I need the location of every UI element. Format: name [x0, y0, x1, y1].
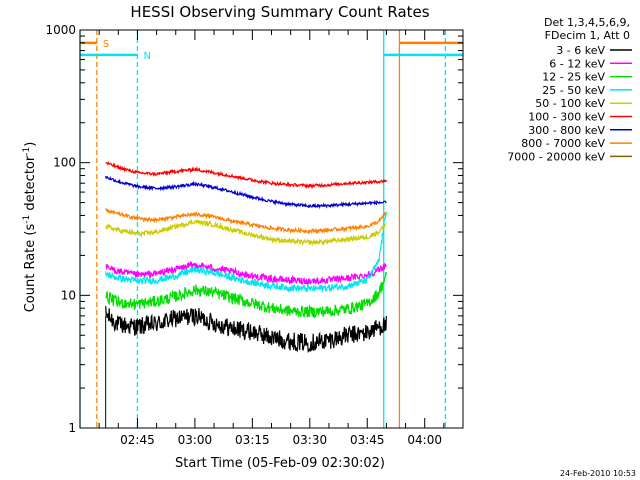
y-axis-label: Count Rate (s-1 detector-1)	[22, 142, 38, 313]
y-axis-label-main: Count Rate (s	[23, 224, 38, 313]
axes: 1 10 100 1000 02:45 03:00 03:15 03:30 03:45 04:00	[45, 23, 464, 447]
legend-label: 800 - 7000 keV	[521, 137, 605, 150]
x-tick-label: 03:45	[350, 433, 385, 447]
series-line	[105, 271, 387, 319]
footer-timestamp: 24-Feb-2010 10:53	[560, 469, 636, 478]
legend-title-line-1: Det 1,3,4,5,6,9,	[544, 16, 630, 29]
legend-label: 25 - 50 keV	[542, 84, 605, 97]
flag-label: N	[143, 51, 150, 62]
x-tick-label: 03:30	[293, 433, 328, 447]
y-axis-label-end: )	[23, 142, 38, 147]
series-line	[105, 211, 387, 294]
flag-bars: SN	[80, 39, 463, 62]
series-line	[105, 218, 387, 247]
legend-label: 12 - 25 keV	[542, 71, 605, 84]
y-tick-label: 100	[53, 156, 76, 170]
chart-title: HESSI Observing Summary Count Rates	[130, 3, 429, 21]
legend-label: 50 - 100 keV	[535, 97, 605, 110]
series-lines	[105, 160, 387, 354]
x-tick-label: 02:45	[120, 433, 155, 447]
series-line	[105, 306, 387, 354]
y-tick-label: 10	[61, 288, 76, 302]
legend-label: 6 - 12 keV	[549, 57, 605, 70]
y-tick-label: 1	[68, 421, 76, 435]
series-line	[105, 160, 387, 190]
flag-label: S	[103, 39, 109, 50]
y-axis-label-sup1: -1	[22, 215, 32, 224]
x-tick-label: 03:00	[178, 433, 213, 447]
legend-label: 100 - 300 keV	[528, 111, 605, 124]
series-line	[105, 208, 387, 235]
legend-label: 3 - 6 keV	[556, 44, 605, 57]
series-line	[105, 175, 387, 210]
legend-title-line-2: FDecim 1, Att 0	[545, 29, 630, 42]
legend-label: 7000 - 20000 keV	[507, 150, 605, 163]
x-axis-label: Start Time (05-Feb-09 02:30:02)	[175, 456, 385, 471]
y-axis-label-sup2: -1	[22, 147, 32, 156]
y-tick-label: 1000	[45, 23, 76, 37]
legend: Det 1,3,4,5,6,9, FDecim 1, Att 0 3 - 6 k…	[507, 16, 632, 163]
x-tick-label: 04:00	[407, 433, 442, 447]
x-tick-label: 03:15	[235, 433, 270, 447]
event-markers	[79, 30, 447, 428]
legend-label: 300 - 800 keV	[528, 124, 605, 137]
y-axis-label-mid: detector	[23, 155, 38, 215]
series-line	[105, 260, 387, 287]
